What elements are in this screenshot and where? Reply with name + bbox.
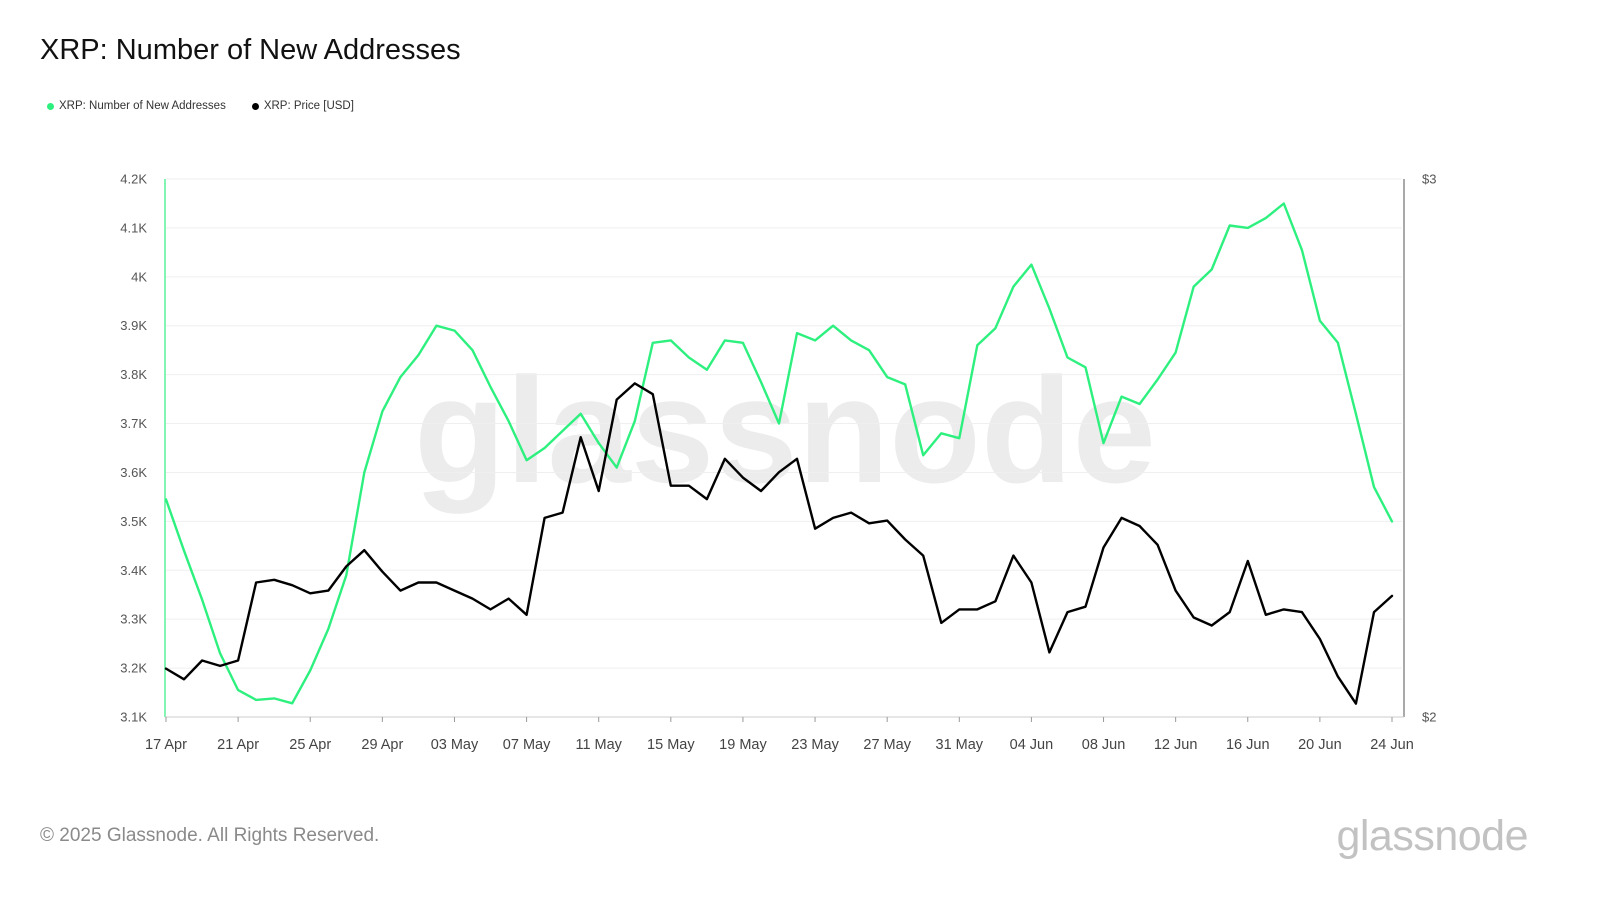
legend-item-price[interactable]: XRP: Price [USD] bbox=[251, 100, 354, 112]
x-tick-label: 19 May bbox=[719, 737, 767, 753]
x-tick-label: 08 Jun bbox=[1082, 737, 1126, 753]
grid-lines bbox=[166, 178, 1402, 718]
legend-dot-new-addresses bbox=[47, 102, 54, 110]
x-tick-label: 27 May bbox=[863, 737, 911, 753]
y-left-tick-label: 3.8K bbox=[120, 367, 147, 382]
tick-labels: 3.1K 3.2K 3.3K 3.4K 3.5K 3.6K 3.7K 3.8K 3.9K 4K 4.… bbox=[120, 172, 1436, 754]
chart-legend: XRP: Number of New Addresses XRP: Price … bbox=[47, 100, 354, 112]
legend-label-price: XRP: Price [USD] bbox=[263, 100, 354, 112]
x-tick-label: 07 May bbox=[503, 737, 551, 753]
series-lines bbox=[164, 202, 1394, 705]
watermark: glassnode bbox=[414, 346, 1156, 514]
x-tick-label: 25 Apr bbox=[289, 737, 331, 753]
copyright-text: © 2025 Glassnode. All Rights Reserved. bbox=[40, 825, 380, 846]
legend-item-new-addresses[interactable]: XRP: Number of New Addresses bbox=[47, 100, 226, 112]
y-right-tick-label: $3 bbox=[1422, 172, 1436, 187]
y-right-tick-label: $2 bbox=[1422, 710, 1436, 725]
y-left-tick-label: 3.4K bbox=[120, 563, 147, 578]
x-tick-label: 17 Apr bbox=[145, 737, 187, 753]
series-line-price bbox=[164, 382, 1394, 705]
y-left-tick-label: 3.6K bbox=[120, 465, 147, 480]
x-tick-label: 20 Jun bbox=[1298, 737, 1342, 753]
y-left-tick-label: 3.3K bbox=[120, 612, 147, 627]
y-left-tick-label: 3.1K bbox=[120, 710, 147, 725]
y-left-tick-label: 3.9K bbox=[120, 318, 147, 333]
y-left-tick-label: 3.7K bbox=[120, 416, 147, 431]
x-tick-label: 24 Jun bbox=[1370, 737, 1414, 753]
x-tick-label: 31 May bbox=[936, 737, 984, 753]
y-left-tick-label: 4.1K bbox=[120, 220, 147, 235]
x-tick-label: 15 May bbox=[647, 737, 695, 753]
x-tick-label: 23 May bbox=[791, 737, 839, 753]
glassnode-logo: glassnode bbox=[1336, 812, 1528, 860]
x-tick-label: 11 May bbox=[575, 737, 622, 753]
x-tick-label: 03 May bbox=[431, 737, 479, 753]
y-left-tick-label: 4K bbox=[131, 269, 147, 284]
x-tick-label: 04 Jun bbox=[1010, 737, 1054, 753]
y-left-tick-label: 3.5K bbox=[120, 514, 147, 529]
x-tick-label: 12 Jun bbox=[1154, 737, 1198, 753]
chart-title: XRP: Number of New Addresses bbox=[40, 34, 461, 66]
y-left-tick-label: 4.2K bbox=[120, 172, 147, 187]
legend-dot-price bbox=[251, 102, 259, 110]
axes bbox=[164, 179, 1405, 722]
x-tick-label: 21 Apr bbox=[217, 737, 259, 753]
series-line-new-addresses bbox=[164, 202, 1394, 705]
x-tick-label: 16 Jun bbox=[1226, 737, 1270, 753]
y-left-tick-label: 3.2K bbox=[120, 661, 147, 676]
legend-label-new-addresses: XRP: Number of New Addresses bbox=[59, 100, 226, 112]
x-tick-label: 29 Apr bbox=[361, 737, 403, 753]
